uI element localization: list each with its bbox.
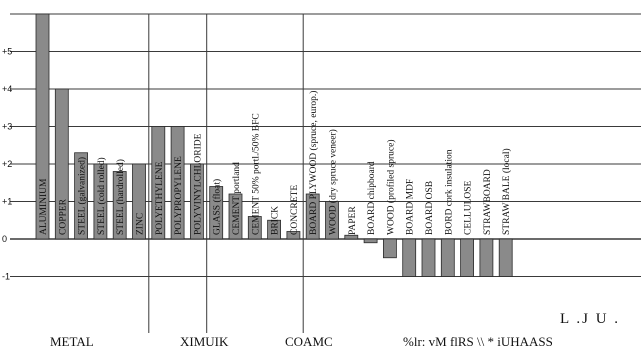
bar-label: STEEL (hardrolled) (115, 159, 126, 235)
y-tick-label: +3 (2, 122, 12, 132)
bar-label: ZINC (136, 213, 146, 235)
bar (460, 238, 475, 277)
bar-label: WOOD (profiled spruce) (385, 140, 396, 236)
bar-label: CELLULOSE (464, 180, 474, 235)
bar (93, 163, 108, 240)
bar-label: CONCRETE (290, 185, 300, 235)
bar-label: POLYVINYLCHLORIDE (193, 133, 203, 235)
bar-label: CEMENT 50% portl./50% BFC (251, 113, 261, 235)
bar-labels: ALUMINIUM COPPER STEEL (galvanized) STEEL (… (39, 91, 512, 235)
bar-label: POLYETHYLENE (155, 161, 165, 235)
bar-label: BOARD PLYWOOD (spruce, europ.) (308, 91, 319, 235)
bar-label: BORD cork insulation (444, 149, 454, 235)
group-label-organics: %lr: vM flRS \\ * iUHAASS (403, 334, 553, 349)
bar (267, 219, 282, 240)
bar (54, 88, 69, 240)
bar (35, 13, 50, 240)
y-tick-label: 0 (2, 234, 7, 244)
bar-label: BRICK (271, 206, 281, 235)
bar (363, 238, 378, 244)
bar-label: STRAWBOARD (483, 169, 493, 235)
group-label-ceramics: COAMC (285, 334, 333, 349)
y-tick-label: +2 (2, 159, 12, 169)
bar-label: CEMENT portland (232, 162, 242, 235)
bar (498, 238, 513, 277)
bar-label: STRAW BALE (local) (501, 148, 512, 235)
annotation-label: L .J U . (560, 311, 621, 327)
bar (74, 152, 88, 240)
bar-label: POLYPROPYLENE (174, 156, 184, 235)
bar (170, 126, 185, 240)
bar (132, 163, 146, 240)
bar-label: BOARD chipboard (367, 161, 377, 235)
bar-label: STEEL (cold rolled) (96, 157, 107, 235)
bar (325, 201, 339, 240)
y-tick-labels: -1 0 +1 +2 +3 +4 +5 (2, 47, 12, 282)
bar-label: ALUMINIUM (39, 178, 49, 235)
bar (189, 163, 204, 240)
y-tick-label: -1 (2, 272, 10, 282)
bar (286, 231, 301, 240)
bar-label: GLASS (float) (212, 179, 223, 235)
bar (209, 186, 224, 240)
group-label-metal: METAL (50, 334, 94, 349)
bar-label: PAPER (348, 206, 358, 235)
bar (228, 193, 243, 240)
bar (344, 234, 359, 240)
y-tick-label: +5 (2, 47, 12, 57)
bar (402, 238, 417, 277)
bar-label: WOOD (dry spruce veneer) (328, 129, 339, 235)
y-tick-label: +4 (2, 84, 12, 94)
bars (35, 13, 513, 277)
bar (112, 171, 127, 240)
bar (421, 238, 436, 277)
group-label-plastics: XIMUIK (180, 334, 229, 349)
bar-label: BOARD MDF (406, 179, 416, 235)
bar (440, 238, 455, 277)
bar (151, 126, 166, 240)
bar (305, 193, 320, 240)
bar (479, 238, 494, 277)
bar-label: STEEL (galvanized) (77, 157, 88, 235)
group-separators (148, 14, 304, 333)
bar (382, 238, 397, 259)
bar-label: COPPER (58, 198, 68, 235)
bar (247, 216, 262, 240)
y-tick-label: +1 (2, 197, 12, 207)
bar-label: BOARD OSB (425, 181, 435, 235)
